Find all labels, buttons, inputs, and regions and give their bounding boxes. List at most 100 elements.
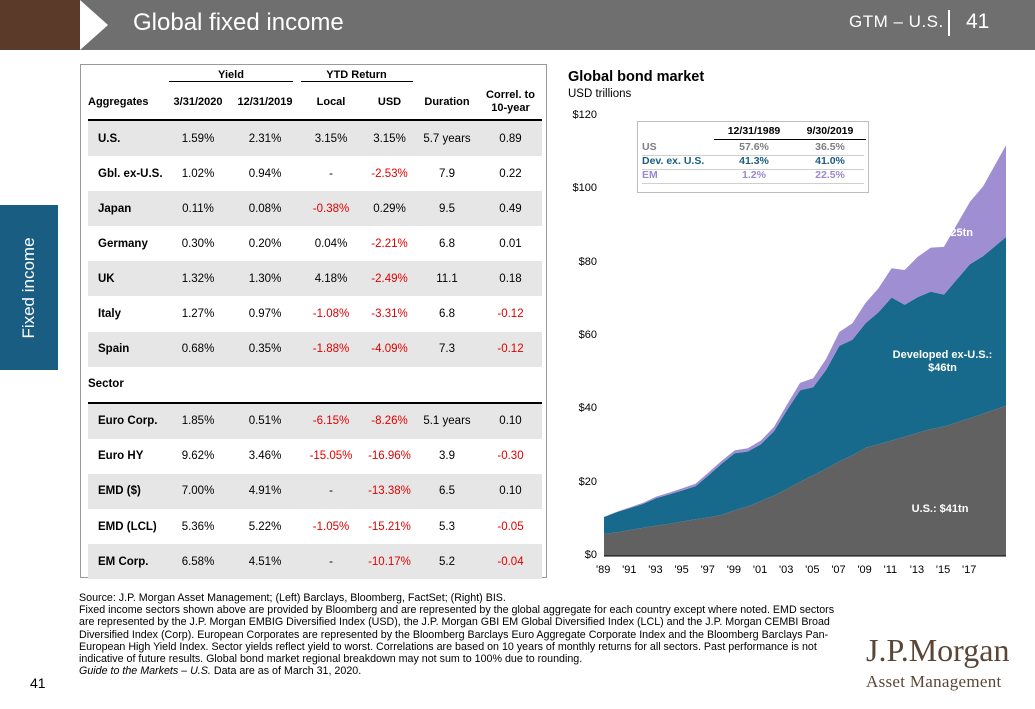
y-tick-label: $60	[578, 329, 597, 341]
cell-cor: 0.22	[499, 167, 522, 180]
cell-name: Italy	[98, 308, 122, 321]
legend-v1: 57.6%	[739, 141, 769, 153]
page-number: 41	[30, 675, 46, 691]
x-tick-label: '13	[909, 564, 925, 576]
cell-dur: 3.9	[439, 450, 455, 463]
col-local: Local	[298, 84, 364, 121]
cell-local: 3.15%	[298, 120, 364, 157]
cell-cor: 0.49	[479, 191, 542, 227]
legend-v2: 41.0%	[815, 155, 845, 167]
cell-y2: 2.31%	[232, 120, 298, 157]
header-series-label: GTM – U.S.	[849, 12, 944, 31]
cell-y1: 0.68%	[164, 331, 232, 367]
chart-title: Global bond market	[568, 69, 705, 85]
cell-usd: -2.53%	[371, 167, 408, 180]
jpmorgan-logo: J.P.Morgan	[866, 632, 1010, 668]
cell-y2: 0.51%	[232, 402, 298, 439]
source-note: Source: J.P. Morgan Asset Management; (L…	[79, 592, 506, 604]
cell-name: EMD (LCL)	[98, 520, 157, 533]
x-tick-label: '15	[935, 564, 951, 576]
cell-name: EMD ($)	[88, 473, 164, 510]
cell-dur: 11.1	[415, 261, 479, 297]
cell-dur: 6.8	[439, 237, 455, 250]
legend-name: Dev. ex. U.S.	[642, 155, 705, 167]
cell-local: -15.05%	[309, 450, 353, 463]
sector-heading: Sector	[88, 366, 164, 404]
cell-y1: 0.30%	[181, 237, 215, 250]
cell-name: Euro HY	[98, 450, 144, 463]
y-tick-label: $40	[578, 402, 597, 415]
cell-y1: 1.27%	[181, 308, 215, 321]
cell-usd: -2.21%	[371, 237, 408, 250]
cell-dur: 5.7 years	[415, 120, 479, 157]
cell-cor: 0.10	[479, 473, 542, 510]
cell-usd: -4.09%	[364, 331, 415, 367]
cell-local: -	[298, 544, 364, 580]
x-tick-label: '05	[805, 564, 820, 576]
header-page-number: 41	[966, 10, 990, 33]
cell-cor: -0.12	[497, 308, 524, 321]
cell-cor: 0.18	[479, 261, 542, 297]
cell-usd: 3.15%	[364, 120, 415, 157]
header-divider	[948, 10, 950, 36]
x-tick-label: '07	[831, 564, 846, 576]
cell-dur: 9.5	[415, 191, 479, 227]
legend-v2: 22.5%	[815, 169, 845, 181]
cell-local: -	[298, 473, 364, 510]
cell-local: 4.18%	[298, 261, 364, 297]
x-tick-label: '99	[726, 564, 742, 576]
y-tick-label: $120	[572, 109, 597, 121]
cell-dur: 5.2	[415, 544, 479, 580]
cell-y2: 0.97%	[248, 308, 282, 321]
y-tick-label: $20	[578, 475, 597, 488]
cell-usd: -10.17%	[364, 544, 415, 580]
cell-local: 0.04%	[314, 237, 348, 250]
col-correl: Correl. to 10-year	[479, 84, 542, 121]
table-row: Euro HY 9.62% 3.46% -15.05% -16.96% 3.9 -0.30	[88, 439, 542, 474]
cell-dur: 6.8	[439, 308, 455, 321]
cell-name: Euro Corp.	[88, 402, 164, 439]
section-tab	[0, 205, 58, 370]
x-tick-label: '91	[622, 564, 637, 576]
cell-y2: 0.20%	[248, 237, 282, 250]
ytd-group-header: YTD Return	[300, 69, 413, 82]
x-tick-label: '95	[674, 564, 689, 576]
y-tick-label: $0	[584, 549, 597, 561]
table-row: Italy 1.27% 0.97% -1.08% -3.31% 6.8 -0.12	[88, 296, 542, 331]
legend-row-divider	[642, 155, 864, 156]
legend-header-1989: 12/31/1989	[727, 125, 781, 137]
col-yield-2: 12/31/2019	[232, 84, 298, 121]
cell-cor: 0.10	[479, 402, 542, 439]
cell-usd: -13.38%	[364, 473, 415, 510]
legend-row-divider	[642, 169, 864, 170]
chart-legend-table: 12/31/1989 9/30/2019 US 57.6% 36.5% Dev. ex…	[637, 121, 869, 193]
cell-y1: 9.62%	[181, 450, 215, 463]
cell-y2: 5.22%	[248, 520, 282, 533]
cell-y1: 1.02%	[181, 167, 215, 180]
cell-y1: 1.85%	[164, 402, 232, 439]
cell-y2: 4.51%	[232, 544, 298, 580]
cell-y1: 1.59%	[164, 120, 232, 157]
cell-usd: 0.29%	[364, 191, 415, 227]
table-row: Japan 0.11% 0.08% -0.38% 0.29% 9.5 0.49	[88, 191, 542, 227]
cell-cor: 0.89	[479, 120, 542, 157]
cell-dur: 7.9	[439, 167, 455, 180]
cell-local: -6.15%	[298, 402, 364, 439]
area-series-0	[604, 405, 1006, 556]
cell-cor: -0.04	[479, 544, 542, 580]
y-tick-label: $80	[578, 255, 597, 268]
x-tick-label: '11	[883, 564, 898, 576]
col-duration: Duration	[415, 84, 479, 121]
table-row: Germany 0.30% 0.20% 0.04% -2.21% 6.8 0.01	[88, 226, 542, 261]
cell-local: -0.38%	[298, 191, 364, 227]
x-tick-label: '01	[752, 564, 768, 576]
cell-local: -	[329, 167, 333, 180]
cell-name: Spain	[88, 331, 164, 367]
cell-name: Germany	[98, 237, 148, 250]
cell-y1: 5.36%	[181, 520, 215, 533]
cell-name: EM Corp.	[88, 544, 164, 580]
col-aggregates: Aggregates	[88, 84, 164, 121]
cell-y1: 0.11%	[164, 191, 232, 227]
cell-usd: -8.26%	[364, 402, 415, 439]
cell-y1: 1.32%	[164, 261, 232, 297]
